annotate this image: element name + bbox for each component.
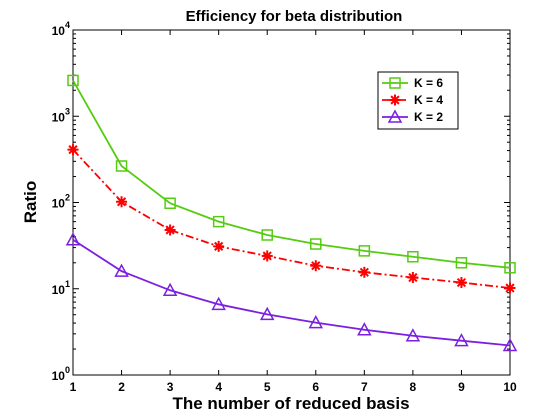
series-line-0 [72,80,511,269]
legend-label-2: K = 2 [414,110,443,124]
series-line-2 [72,238,511,347]
data-point-0-6 [358,245,371,257]
data-point-2-0 [65,232,81,246]
data-point-1-3 [213,240,225,252]
data-point-0-3 [212,215,225,228]
x-tick-label: 1 [70,380,77,394]
y-tick-label: 100 [52,365,70,383]
x-axis-label: The number of reduced basis [172,394,409,413]
data-point-2-2 [162,282,178,297]
data-point-2-4 [259,306,275,321]
data-point-2-1 [114,263,129,277]
data-point-2-3 [211,296,226,311]
y-tick-label: 103 [52,106,70,124]
legend-label-1: K = 4 [414,93,443,107]
data-point-2-9 [502,337,518,352]
x-tick-label: 4 [215,380,222,394]
data-point-1-8 [455,277,467,289]
legend-marker-0 [389,77,401,89]
data-point-1-4 [261,250,273,262]
data-point-0-9 [504,262,516,274]
x-tick-label: 2 [118,380,125,394]
data-point-1-5 [310,260,322,272]
data-point-1-2 [164,224,176,236]
data-point-1-0 [67,144,79,156]
data-point-2-8 [454,333,469,347]
data-point-0-0 [67,74,79,87]
asterisk-stroke [68,145,78,155]
data-point-0-7 [407,250,419,263]
asterisk-stroke [390,95,400,105]
asterisk-stroke [456,277,467,288]
series-line-1 [72,149,511,289]
x-tick-label: 9 [458,380,465,394]
x-tick-label: 5 [264,380,271,394]
data-point-2-7 [405,328,421,342]
x-tick-label: 10 [503,380,517,394]
y-axis-label: Ratio [21,181,40,224]
legend-marker-2 [387,109,403,123]
chart-title: Efficiency for beta distribution [186,8,403,25]
legend-marker-1 [389,94,401,106]
asterisk-stroke [165,225,175,235]
y-tick-label: 104 [52,20,70,38]
plot-area: 1 2 3 4 5 6 7 8 9 10 100 101 102 103 104 K = 6 K = 4 K = … [52,20,518,394]
x-tick-label: 6 [312,380,319,394]
y-tick-label: 101 [52,279,70,297]
data-point-0-5 [310,238,322,250]
data-point-2-5 [308,315,324,329]
data-point-2-6 [357,322,372,336]
data-point-0-2 [164,197,176,210]
asterisk-stroke [359,267,369,277]
asterisk-stroke [116,197,127,207]
asterisk-stroke [505,283,515,293]
data-point-1-7 [407,272,419,284]
y-tick-label: 102 [52,193,70,211]
data-point-0-4 [261,229,273,241]
asterisk-stroke [311,261,321,271]
data-point-1-1 [116,196,128,208]
legend-label-0: K = 6 [414,76,443,90]
asterisk-stroke [214,241,224,251]
x-tick-label: 8 [410,380,417,394]
asterisk-stroke [408,272,418,283]
asterisk-stroke [262,251,272,261]
data-point-1-9 [504,282,516,294]
x-tick-label: 7 [361,380,368,394]
data-point-1-6 [358,266,370,278]
x-tick-label: 3 [167,380,174,394]
data-point-0-1 [115,160,128,172]
data-point-0-8 [455,257,468,269]
